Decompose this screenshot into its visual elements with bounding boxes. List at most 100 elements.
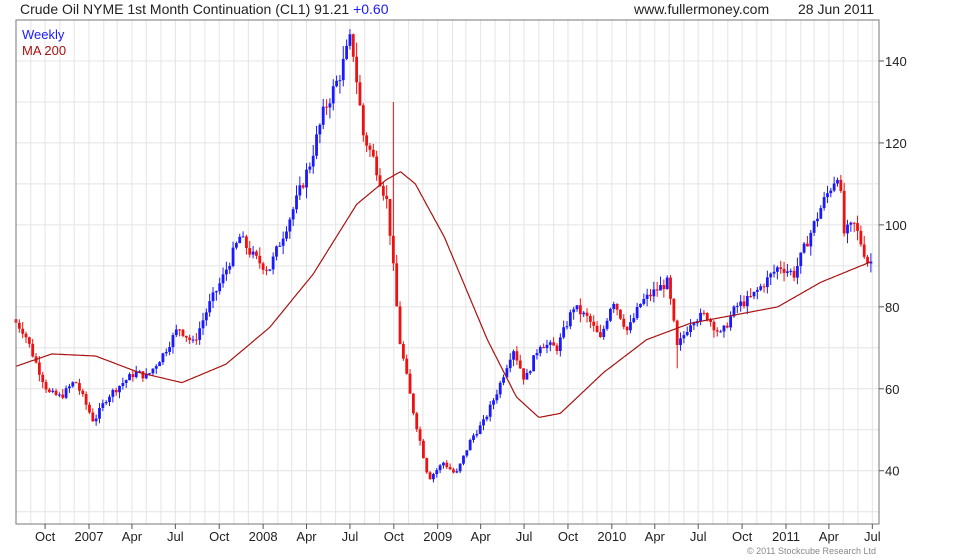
candle-body <box>51 390 55 392</box>
candle-body <box>211 292 215 302</box>
candle-body <box>74 382 78 384</box>
candle-body <box>348 34 352 46</box>
candle-body <box>17 322 21 329</box>
candle-body <box>755 289 759 292</box>
candle-body <box>285 231 288 239</box>
candle-body <box>588 315 592 322</box>
candle-body <box>522 368 525 380</box>
candle-body <box>265 269 268 271</box>
candle-body <box>194 339 198 341</box>
candle-body <box>532 355 536 372</box>
candle-body <box>241 236 245 238</box>
candle-body <box>528 371 532 374</box>
candle-body <box>762 286 766 288</box>
candle-body <box>331 86 335 104</box>
ma-line <box>15 171 871 418</box>
candle-body <box>712 321 716 331</box>
candle-body <box>796 266 799 278</box>
candle-body <box>191 339 195 341</box>
candle-body <box>432 474 435 480</box>
candle-body <box>391 235 395 264</box>
plot-frame <box>15 19 880 525</box>
candle-body <box>789 270 793 272</box>
candle-body <box>852 222 856 224</box>
candle-body <box>629 322 632 331</box>
candle-body <box>358 82 362 106</box>
candle-body <box>452 469 455 473</box>
candle-body <box>859 230 863 245</box>
candle-body <box>128 374 131 381</box>
x-tick-label: Oct <box>209 529 230 544</box>
candle-body <box>144 373 148 379</box>
candle-body <box>328 103 332 108</box>
candle-body <box>839 179 843 191</box>
x-tick-label: Jul <box>167 529 184 544</box>
candle-body <box>765 277 769 288</box>
x-tick-label: 2007 <box>75 529 104 544</box>
candle-body <box>281 238 285 246</box>
x-tick-label: 2009 <box>423 529 452 544</box>
candle-body <box>368 145 372 150</box>
candle-body <box>682 335 686 339</box>
candle-body <box>832 183 836 191</box>
candle-body <box>558 337 562 352</box>
candle-body <box>662 285 666 290</box>
candle-body <box>228 265 232 270</box>
candle-body <box>542 347 546 349</box>
candle-body <box>685 332 689 336</box>
candle-body <box>184 335 188 338</box>
candle-body <box>769 273 773 278</box>
candle-body <box>37 362 41 375</box>
candle-body <box>468 440 472 451</box>
candle-body <box>792 270 796 278</box>
candle-body <box>27 337 31 344</box>
candle-body <box>158 362 161 367</box>
candle-body <box>775 267 779 272</box>
candle-body <box>786 271 789 273</box>
candle-body <box>201 320 205 329</box>
candle-body <box>809 232 813 247</box>
candle-body <box>488 404 492 417</box>
candle-body <box>154 366 158 369</box>
candle-body <box>615 303 619 310</box>
candle-body <box>315 134 318 156</box>
candle-body <box>271 256 275 270</box>
candle-body <box>318 124 322 135</box>
candle-body <box>255 251 258 256</box>
candle-body <box>565 326 569 328</box>
candle-body <box>224 269 228 275</box>
x-tick-label: Oct <box>384 529 405 544</box>
candle-body <box>141 371 145 379</box>
price-change: +0.60 <box>353 1 389 17</box>
candle-body <box>779 267 783 269</box>
candle-body <box>812 221 816 233</box>
candle-body <box>305 169 308 188</box>
candle-body <box>275 246 278 257</box>
candle-body <box>462 455 465 464</box>
candle-body <box>261 263 265 270</box>
candle-body <box>248 248 252 255</box>
x-tick-label: Apr <box>819 529 840 544</box>
title-text: Crude Oil NYME 1st Month Continuation (C… <box>20 1 311 17</box>
legend-ma: MA 200 <box>22 43 67 58</box>
x-tick-label: 2010 <box>597 529 626 544</box>
x-tick-label: Jul <box>342 529 359 544</box>
candle-body <box>829 190 833 194</box>
candle-body <box>562 327 566 338</box>
candle-body <box>288 219 292 232</box>
candle-body <box>659 285 662 291</box>
candle-body <box>164 351 168 354</box>
candle-body <box>445 462 449 468</box>
y-tick-label: 80 <box>885 300 899 315</box>
candle-body <box>214 291 218 293</box>
candle-body <box>672 298 676 321</box>
candle-body <box>475 433 479 436</box>
candle-body <box>68 386 71 389</box>
candle-body <box>161 353 165 363</box>
copyright: © 2011 Stockcube Research Ltd <box>746 546 876 556</box>
candle-body <box>502 377 505 383</box>
site-url[interactable]: www.fullermoney.com <box>634 1 770 17</box>
candle-body <box>752 291 756 297</box>
candle-body <box>555 345 559 352</box>
candle-body <box>575 305 579 310</box>
